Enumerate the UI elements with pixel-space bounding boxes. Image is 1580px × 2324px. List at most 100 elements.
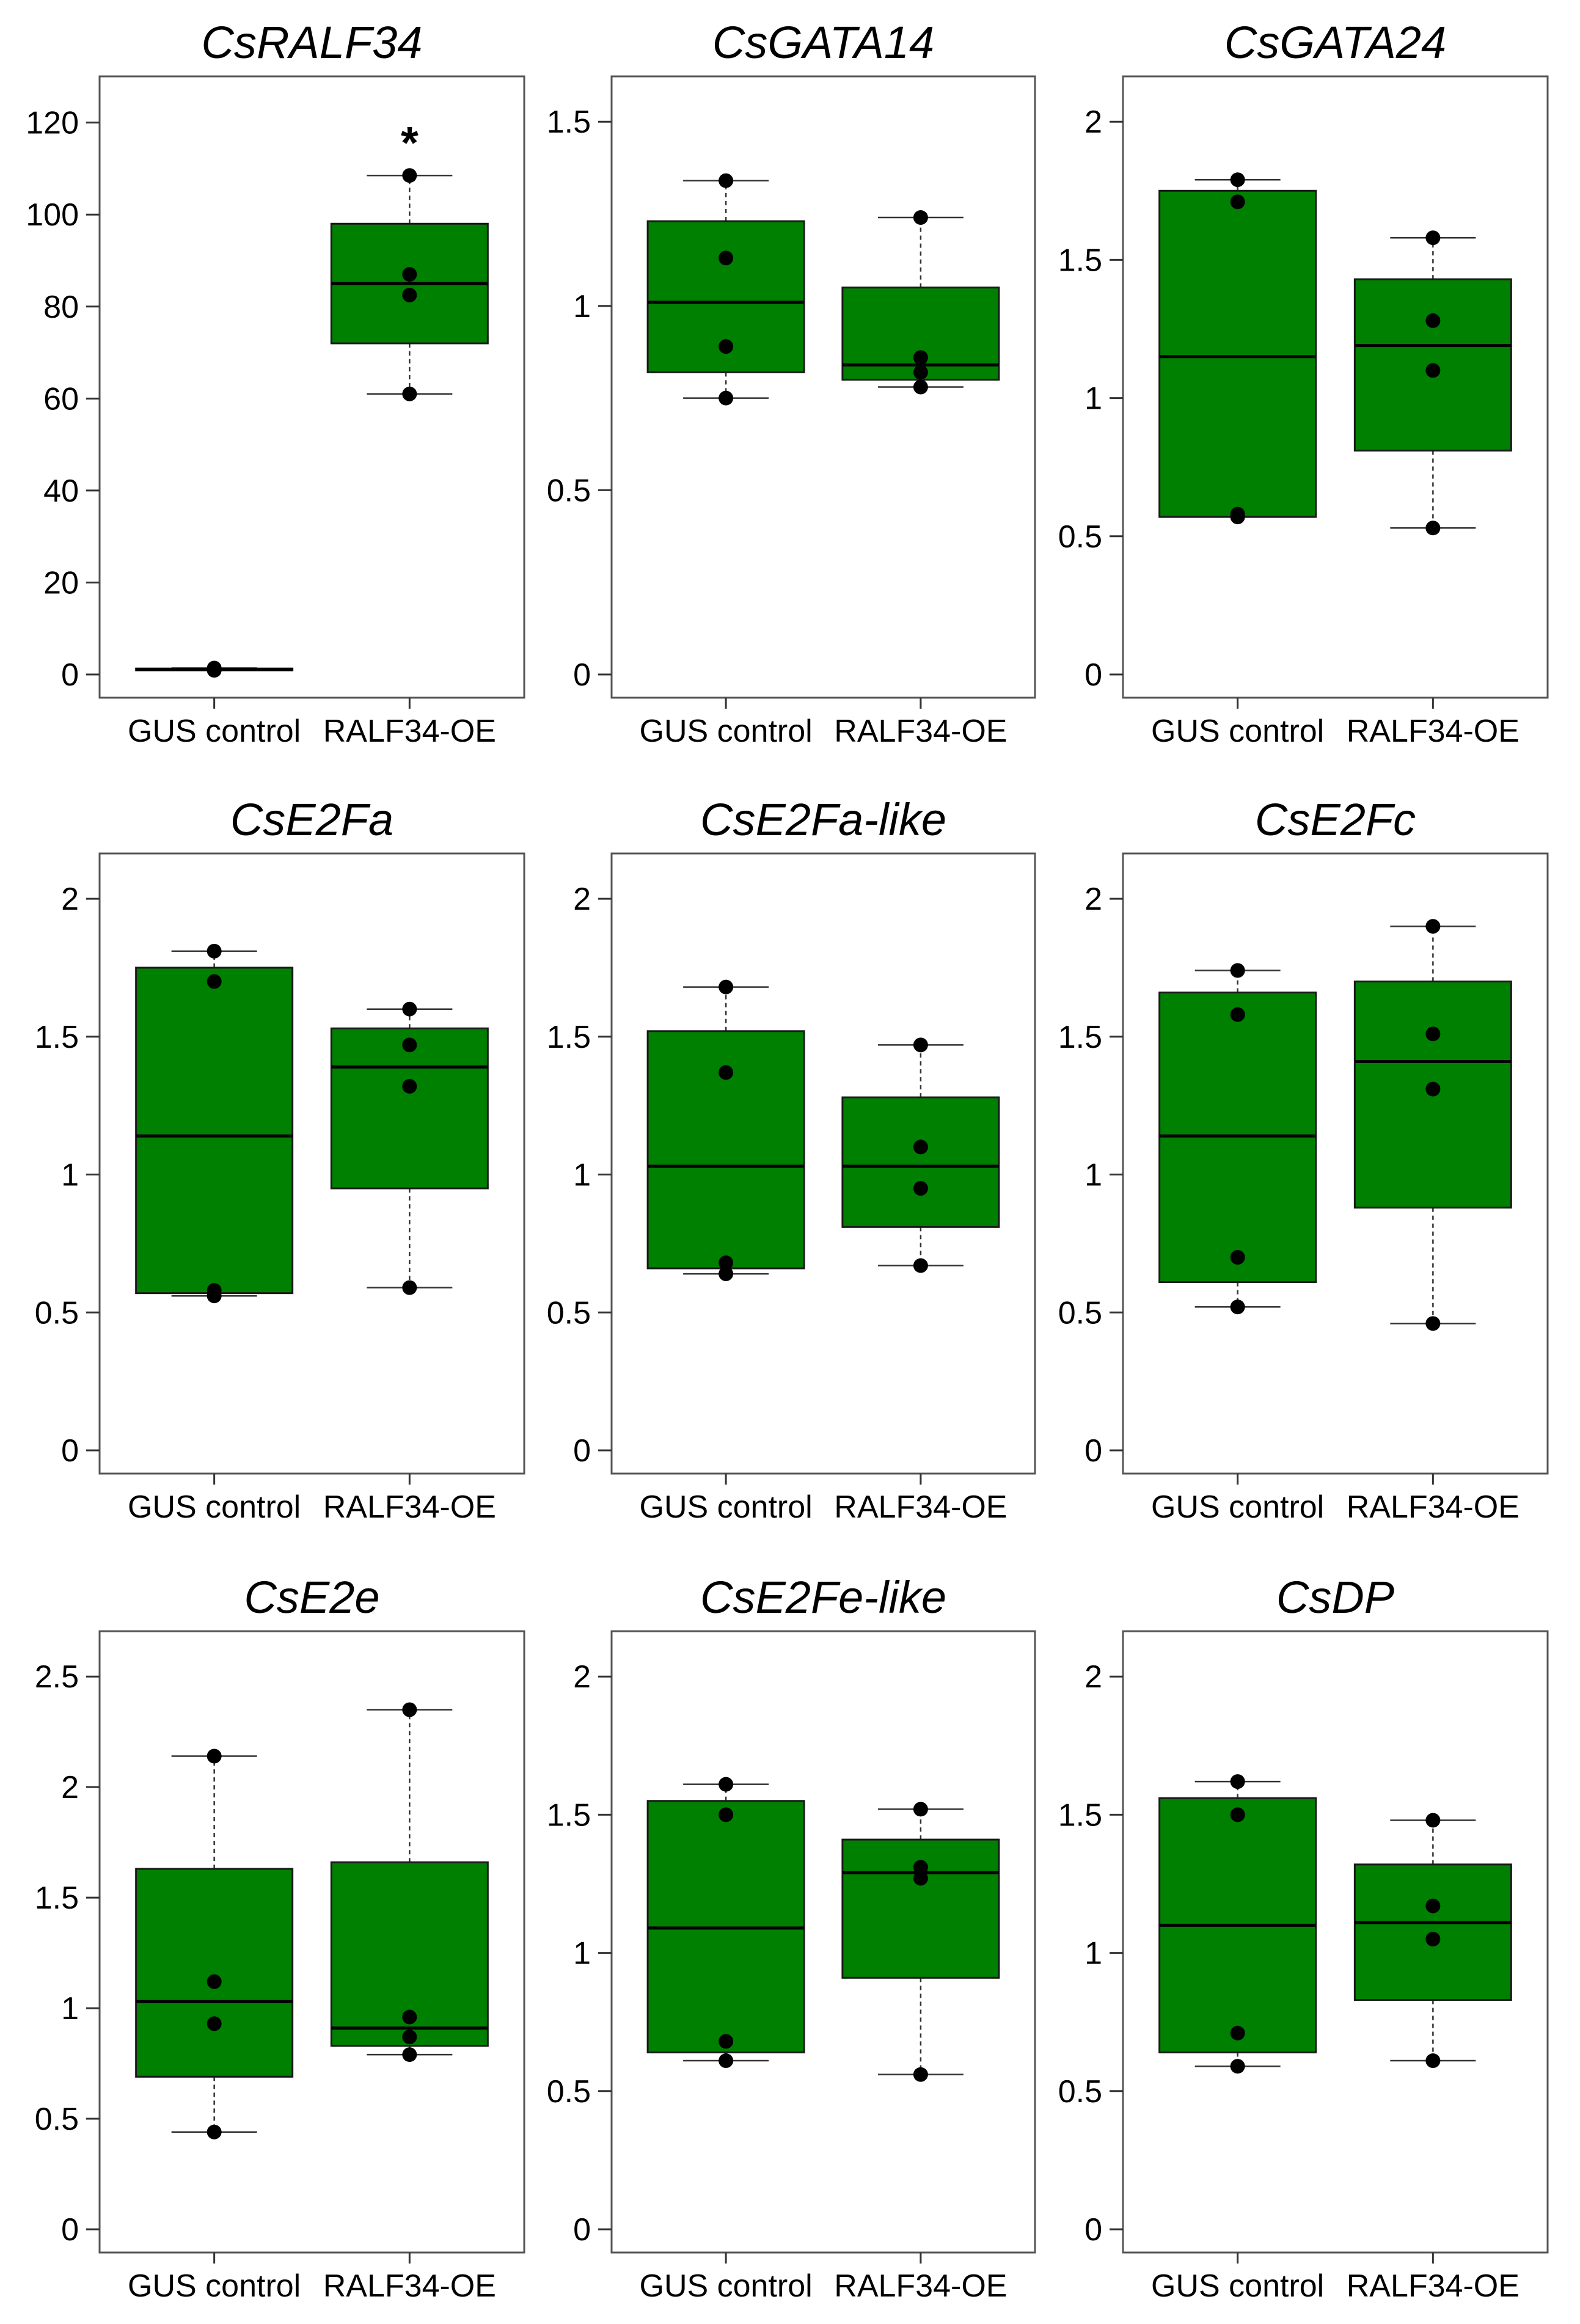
box-iqr [330,1027,489,1189]
panel-title: CsE2Fa-like [700,794,946,845]
data-point [402,287,417,302]
box-ralf34-oe [841,1802,1000,2082]
data-point [402,1037,417,1053]
x-category-label: GUS control [1151,714,1324,749]
data-point [402,2009,417,2025]
data-point [913,210,928,225]
panel-title: CsE2Fc [1255,794,1416,845]
x-category-label: GUS control [128,2268,301,2304]
data-point [1230,1299,1245,1315]
data-point [1230,1774,1245,1789]
data-point [1425,1898,1441,1913]
y-tick-label: 1.5 [1058,1797,1102,1833]
box-gus-control [135,943,294,1304]
data-point [402,267,417,282]
y-tick-label: 0 [1084,657,1102,693]
y-tick-label: 1.5 [547,1797,591,1833]
y-tick-label: 2 [573,1659,591,1695]
panel-title: CsRALF34 [202,17,423,68]
y-tick-label: 0.5 [547,1295,591,1331]
x-category-label: GUS control [1151,2268,1324,2304]
significance-marker: * [401,117,419,168]
data-point [1230,1007,1245,1022]
data-point [719,2034,734,2049]
plot-frame [98,852,525,1475]
box-iqr [135,967,294,1295]
data-point [1230,172,1245,188]
data-point [719,1065,734,1080]
data-point [913,350,928,365]
x-category-label: RALF34-OE [323,1489,496,1525]
y-tick-label: 0.5 [547,2074,591,2110]
y-tick-label: 0.5 [1058,2074,1102,2110]
box-gus-control [135,660,294,678]
y-tick-label: 0.5 [547,473,591,508]
x-category-label: RALF34-OE [1347,714,1520,749]
data-point [1230,963,1245,978]
data-point [207,1748,222,1764]
x-category-label: GUS control [640,1489,813,1525]
panel-csralf34: CsRALF34 0 20 40 60 80 100 120 GUS control RALF34… [26,17,525,749]
panel-csgata14: CsGATA14 0 0.5 1 1.5 GUS control RALF34-OE [547,17,1036,749]
data-point [207,974,222,989]
y-tick-label: 60 [43,381,79,417]
data-point [1230,2025,1245,2041]
data-point [719,1777,734,1792]
data-point [1425,1931,1441,1946]
data-point [1230,1249,1245,1265]
box-ralf34-oe [330,168,489,401]
y-tick-label: 0 [1084,1433,1102,1469]
panel-title: CsE2Fe-like [700,1572,946,1623]
y-tick-label: 1.5 [35,1880,79,1916]
box-gus-control [646,173,805,406]
x-category-label: GUS control [640,2268,813,2304]
data-point [1230,2059,1245,2074]
panel-cse2fa-like: CsE2Fa-like 0 0.5 1 1.5 2 GUS control RALF34-OE [547,794,1036,1525]
data-point [719,173,734,188]
data-point [402,1001,417,1017]
data-point [207,2016,222,2031]
data-point [207,943,222,959]
box-iqr [841,1838,1000,1979]
panel-title: CsGATA24 [1224,17,1446,68]
data-point [913,379,928,395]
y-tick-label: 0 [61,657,79,693]
data-point [913,365,928,380]
x-category-label: RALF34-OE [323,714,496,749]
box-ralf34-oe [1353,1813,1512,2069]
box-gus-control [1158,172,1317,525]
data-point [719,979,734,995]
data-point [913,1181,928,1196]
y-tick-label: 0 [61,2212,79,2248]
plot-frame [1122,1630,1549,2254]
data-point [1425,919,1441,934]
data-point [719,1266,734,1282]
y-tick-label: 1.5 [35,1020,79,1055]
y-tick-label: 1 [61,1158,79,1193]
data-point [1425,1026,1441,1042]
plot-frame [610,75,1036,699]
box-ralf34-oe [1353,919,1512,1331]
panel-title: CsE2Fa [230,794,393,845]
y-tick-label: 1 [1084,1936,1102,1971]
y-tick-label: 0.5 [35,1295,79,1331]
data-point [719,339,734,354]
data-point [719,250,734,266]
y-tick-label: 1.5 [547,104,591,140]
x-category-label: RALF34-OE [834,2268,1007,2304]
panel-cse2fe-like: CsE2Fe-like 0 0.5 1 1.5 2 GUS control RALF34-OE [547,1572,1036,2304]
data-point [1230,194,1245,210]
y-tick-label: 2 [1084,1659,1102,1695]
box-gus-control [646,979,805,1282]
panel-csgata24: CsGATA24 0 0.5 1 1.5 2 GUS control RALF34-OE [1058,17,1549,749]
x-category-label: GUS control [1151,1489,1324,1525]
data-point [402,2047,417,2063]
data-point [1230,1807,1245,1822]
y-tick-label: 2 [1084,882,1102,917]
data-point [1425,313,1441,328]
data-point [1425,363,1441,378]
plot-frame [98,75,525,699]
x-category-label: GUS control [640,714,813,749]
y-tick-label: 2 [61,882,79,917]
data-point [1425,2053,1441,2069]
